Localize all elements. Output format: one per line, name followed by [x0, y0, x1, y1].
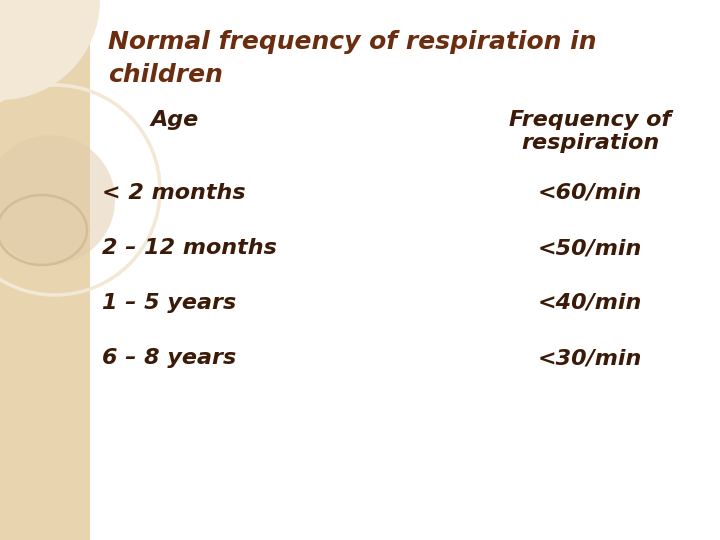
Text: <30/min: <30/min: [538, 348, 642, 368]
Text: <50/min: <50/min: [538, 238, 642, 258]
Text: Normal frequency of respiration in: Normal frequency of respiration in: [108, 30, 596, 54]
Bar: [0, 0, 90, 540]
Text: 1 – 5 years: 1 – 5 years: [102, 293, 236, 313]
Text: 2 – 12 months: 2 – 12 months: [102, 238, 277, 258]
Text: <60/min: <60/min: [538, 183, 642, 203]
Text: children: children: [108, 63, 223, 87]
Text: < 2 months: < 2 months: [102, 183, 246, 203]
Text: Age: Age: [151, 110, 199, 130]
Text: <40/min: <40/min: [538, 293, 642, 313]
Ellipse shape: [0, 135, 115, 265]
Text: Frequency of
respiration: Frequency of respiration: [509, 110, 671, 153]
Wedge shape: [0, 0, 100, 100]
Text: 6 – 8 years: 6 – 8 years: [102, 348, 236, 368]
